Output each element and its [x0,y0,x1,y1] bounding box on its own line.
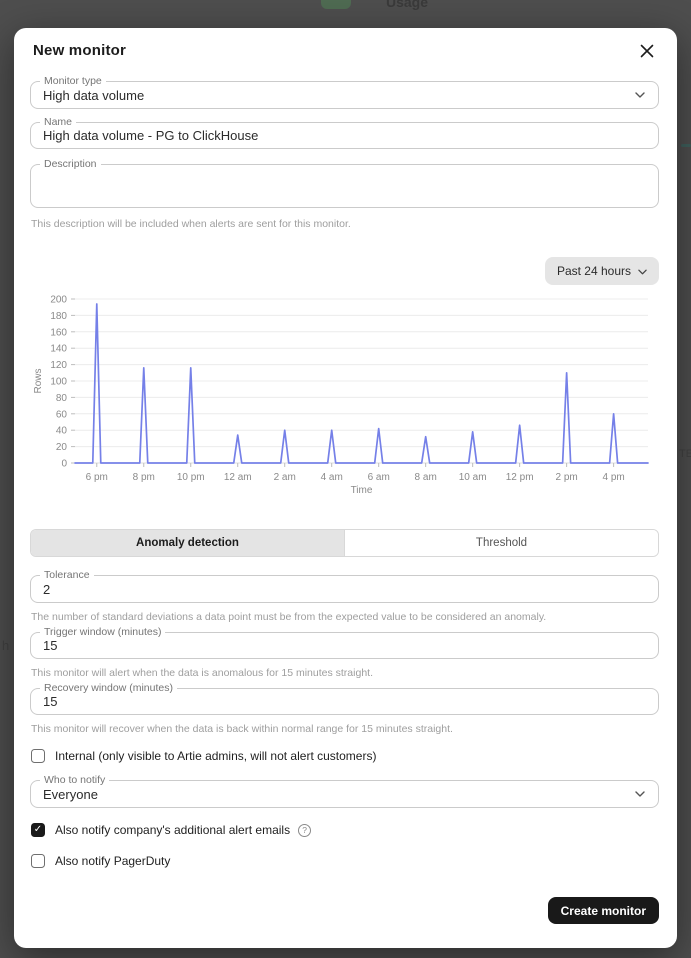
svg-text:20: 20 [56,442,68,453]
recovery-window-helper-text: This monitor will recover when the data … [31,723,453,735]
svg-text:8 pm: 8 pm [133,472,155,483]
tab-anomaly-detection[interactable]: Anomaly detection [31,530,344,556]
close-icon [640,44,654,61]
svg-text:140: 140 [50,344,67,355]
chart-toolbar: Past 24 hours [30,257,659,285]
tolerance-helper-text: The number of standard deviations a data… [31,611,547,623]
checkmark-icon: ✓ [33,824,43,835]
internal-checkbox-label: Internal (only visible to Artie admins, … [55,749,377,763]
create-monitor-button[interactable]: Create monitor [547,897,659,924]
recovery-window-label: Recovery window (minutes) [40,682,177,695]
svg-text:12 am: 12 am [224,472,252,483]
svg-text:120: 120 [50,360,67,371]
svg-text:160: 160 [50,327,67,338]
tab-threshold[interactable]: Threshold [344,530,658,556]
tab-threshold-label: Threshold [475,537,528,549]
pagerduty-checkbox-label: Also notify PagerDuty [55,854,171,868]
dialog-footer: Create monitor [547,897,659,924]
background-chart-fragment [681,144,691,147]
trigger-window-label: Trigger window (minutes) [40,626,166,639]
svg-text:0: 0 [61,459,67,470]
tolerance-label: Tolerance [40,569,94,582]
svg-text:180: 180 [50,311,67,322]
detection-mode-tabs: Anomaly detection Threshold [30,529,659,557]
svg-text:40: 40 [56,426,68,437]
svg-text:6 pm: 6 pm [86,472,108,483]
volume-chart-svg: 0 20 40 60 80 100 120 140 160 180 200 6 pm 8 pm 10 pm… [33,295,649,495]
svg-text:4 am: 4 am [321,472,343,483]
name-value: High data volume - PG to ClickHouse [43,128,259,143]
description-textarea[interactable]: Description [30,158,659,208]
description-label: Description [40,158,101,171]
pagerduty-checkbox[interactable]: ✓ [31,854,45,868]
svg-text:12 pm: 12 pm [506,472,534,483]
dialog-title: New monitor [33,42,127,59]
alert-emails-checkbox-label: Also notify company's additional alert e… [55,823,291,837]
new-monitor-dialog: New monitor Monitor type High data volum… [14,28,677,948]
background-text-fragment-right: TE [679,448,691,460]
data-volume-chart: 0 20 40 60 80 100 120 140 160 180 200 6 pm 8 pm 10 pm… [30,289,659,495]
pagerduty-checkbox-row[interactable]: ✓ Also notify PagerDuty [31,854,659,868]
svg-text:10 am: 10 am [459,472,487,483]
internal-checkbox-row[interactable]: ✓ Internal (only visible to Artie admins… [31,749,659,763]
chevron-down-icon [638,264,647,278]
time-range-button[interactable]: Past 24 hours [544,257,659,285]
monitor-type-value: High data volume [43,87,145,103]
background-text-fragment-left: h [2,638,10,653]
chevron-down-icon [635,92,645,98]
svg-text:200: 200 [50,295,67,306]
svg-text:2 pm: 2 pm [556,472,578,483]
svg-text:100: 100 [50,377,67,388]
help-icon[interactable]: ? [298,823,312,837]
tolerance-input[interactable]: Tolerance 2 [30,569,659,603]
svg-text:8 am: 8 am [415,472,437,483]
recovery-window-value: 15 [43,694,58,709]
trigger-window-input[interactable]: Trigger window (minutes) 15 [30,626,659,659]
svg-text:Time: Time [351,485,373,495]
monitor-type-select[interactable]: Monitor type High data volume [30,75,659,109]
tolerance-value: 2 [43,581,51,597]
chevron-down-icon [635,791,645,797]
svg-text:6 am: 6 am [368,472,390,483]
tab-anomaly-detection-label: Anomaly detection [136,537,239,549]
alert-emails-checkbox[interactable]: ✓ [31,823,45,837]
who-to-notify-select[interactable]: Who to notify Everyone [30,774,659,808]
description-helper-text: This description will be included when a… [31,218,351,230]
name-label: Name [40,116,77,129]
background-usage-label: Usage [386,0,429,10]
trigger-window-value: 15 [43,638,58,653]
svg-text:4 pm: 4 pm [603,472,625,483]
svg-text:2 am: 2 am [274,472,296,483]
internal-checkbox[interactable]: ✓ [31,749,45,763]
trigger-window-helper-text: This monitor will alert when the data is… [31,667,373,679]
svg-text:80: 80 [56,393,68,404]
name-input[interactable]: Name High data volume - PG to ClickHouse [30,116,659,149]
svg-text:Rows: Rows [33,368,44,393]
who-to-notify-value: Everyone [43,786,98,802]
alert-emails-checkbox-row[interactable]: ✓ Also notify company's additional alert… [31,823,659,837]
time-range-label: Past 24 hours [556,264,631,278]
close-button[interactable] [638,42,656,60]
svg-text:60: 60 [56,409,68,420]
svg-text:10 pm: 10 pm [177,472,205,483]
background-status-pill [321,0,351,9]
dialog-header: New monitor [33,40,656,62]
recovery-window-input[interactable]: Recovery window (minutes) 15 [30,682,659,715]
monitor-type-label: Monitor type [40,75,106,88]
who-to-notify-label: Who to notify [40,774,110,787]
